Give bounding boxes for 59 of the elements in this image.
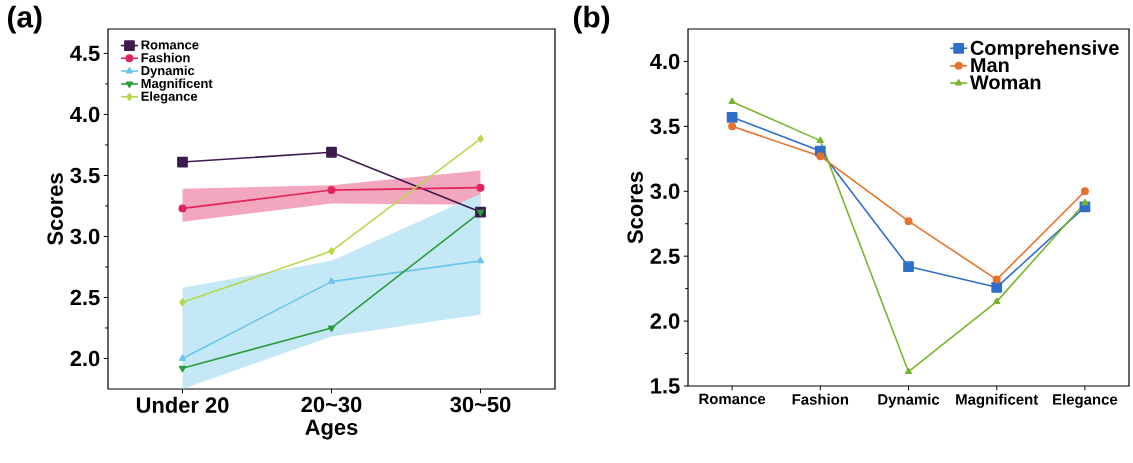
point [726, 111, 738, 123]
x-tick-label: Elegance [1053, 393, 1118, 408]
y-tick-label: 4.5 [70, 45, 100, 62]
point [177, 156, 188, 168]
point [178, 204, 187, 213]
legend-label: Comprehensive [970, 40, 1119, 59]
x-tick-label: Fashion [792, 393, 849, 405]
legend-label: Man [971, 58, 1009, 73]
y-tick-label: 3.0 [70, 228, 100, 245]
point [903, 261, 914, 272]
point [728, 122, 737, 131]
legend-label: Dynamic [141, 65, 195, 78]
point [1080, 187, 1089, 196]
point [327, 277, 336, 284]
legend-label: Woman [969, 75, 1041, 90]
point [816, 152, 825, 161]
point [477, 134, 484, 143]
chart-title: (b) [573, 5, 610, 34]
y-tick-label: 3.5 [650, 118, 680, 135]
y-axis-title: Scores [627, 171, 643, 244]
point [327, 186, 336, 195]
y-tick-label: 2.5 [650, 248, 680, 264]
x-tick-label: Romance [699, 393, 766, 405]
y-axis-title: Scores [47, 173, 63, 245]
y-tick-label: 2.5 [70, 289, 100, 306]
point [728, 97, 736, 105]
point [476, 183, 485, 192]
y-tick-label: 2.0 [70, 350, 100, 367]
point [327, 325, 336, 332]
point [991, 281, 1003, 293]
point [904, 367, 913, 375]
y-tick-label: 4.0 [650, 53, 680, 70]
x-tick-label: Magnificent [956, 393, 1039, 408]
point [993, 297, 1001, 305]
y-tick-label: 2.0 [650, 313, 680, 329]
point [476, 256, 485, 264]
y-tick-label: 3.5 [70, 167, 100, 184]
x-tick-label: Dynamic [878, 393, 940, 408]
y-tick-label: 3.0 [650, 183, 680, 200]
legend-label: Elegance [141, 91, 198, 104]
point [326, 146, 337, 158]
y-tick-label: 4.0 [70, 106, 100, 123]
point [992, 275, 1001, 284]
x-tick-label: 20~30 [301, 396, 362, 413]
x-tick-label: 30~50 [450, 396, 511, 413]
point [179, 298, 186, 307]
point [178, 354, 187, 361]
x-tick-label: Under 20 [136, 396, 229, 413]
legend-label: Fashion [141, 52, 190, 63]
legend-label: Romance [141, 40, 199, 50]
legend-label: Magnificent [141, 78, 213, 91]
y-tick-label: 1.5 [651, 378, 680, 394]
point [904, 217, 913, 226]
point [178, 365, 187, 373]
point [328, 247, 335, 256]
point [1081, 198, 1089, 206]
x-axis-title: Ages [305, 419, 358, 440]
point [816, 136, 824, 144]
chart-title: (a) [7, 5, 42, 34]
